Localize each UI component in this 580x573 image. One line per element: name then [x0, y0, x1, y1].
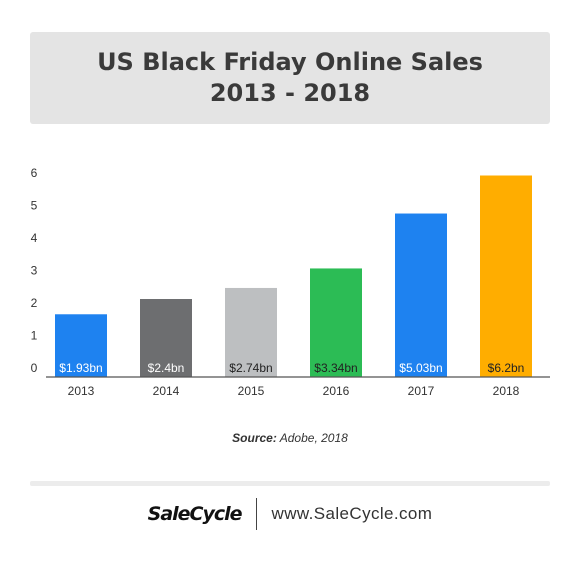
title-box: US Black Friday Online Sales 2013 - 2018 — [30, 32, 550, 124]
bar-chart: 0 1 2 3 4 5 6 $1.93bn 2013 $2.4bn 2014 $2.74bn 2015 $… — [31, 166, 550, 398]
x-tick-label: 2018 — [493, 384, 520, 398]
footer: SaleCycle www.SaleCycle.com — [0, 497, 580, 531]
y-tick-label: 0 — [31, 361, 38, 375]
data-label: $1.93bn — [59, 361, 102, 375]
data-label: $5.03bn — [399, 361, 442, 375]
y-tick-label: 3 — [31, 264, 38, 278]
divider — [30, 481, 550, 486]
x-tick-label: 2013 — [68, 384, 95, 398]
logo-text: SaleCycle — [147, 503, 243, 525]
source-note: Source: Adobe, 2018 — [0, 431, 580, 445]
bar-2013 — [55, 314, 107, 377]
y-tick-label: 5 — [31, 199, 38, 213]
y-tick-label: 2 — [31, 296, 38, 310]
chart-title: US Black Friday Online Sales — [97, 48, 483, 76]
source-text: Adobe, 2018 — [276, 431, 348, 445]
y-tick-label: 4 — [31, 231, 38, 245]
x-tick-label: 2017 — [408, 384, 435, 398]
data-label: $2.4bn — [148, 361, 185, 375]
website-url: www.SaleCycle.com — [271, 504, 433, 523]
y-tick-label: 6 — [31, 166, 38, 180]
x-tick-label: 2014 — [153, 384, 180, 398]
x-tick-label: 2015 — [238, 384, 265, 398]
data-label: $6.2bn — [488, 361, 525, 375]
footer-separator — [255, 498, 257, 530]
y-tick-label: 1 — [31, 329, 38, 343]
bar-2017 — [395, 213, 447, 377]
bar-2018 — [480, 175, 532, 377]
source-label: Source: — [232, 431, 277, 445]
bar-2014 — [140, 299, 192, 377]
salecycle-logo: SaleCycle — [147, 503, 243, 525]
chart-subtitle: 2013 - 2018 — [209, 79, 371, 107]
bar-2016 — [310, 268, 362, 377]
data-label: $2.74bn — [229, 361, 272, 375]
x-tick-label: 2016 — [323, 384, 350, 398]
data-label: $3.34bn — [314, 361, 357, 375]
bar-2015 — [225, 287, 277, 377]
